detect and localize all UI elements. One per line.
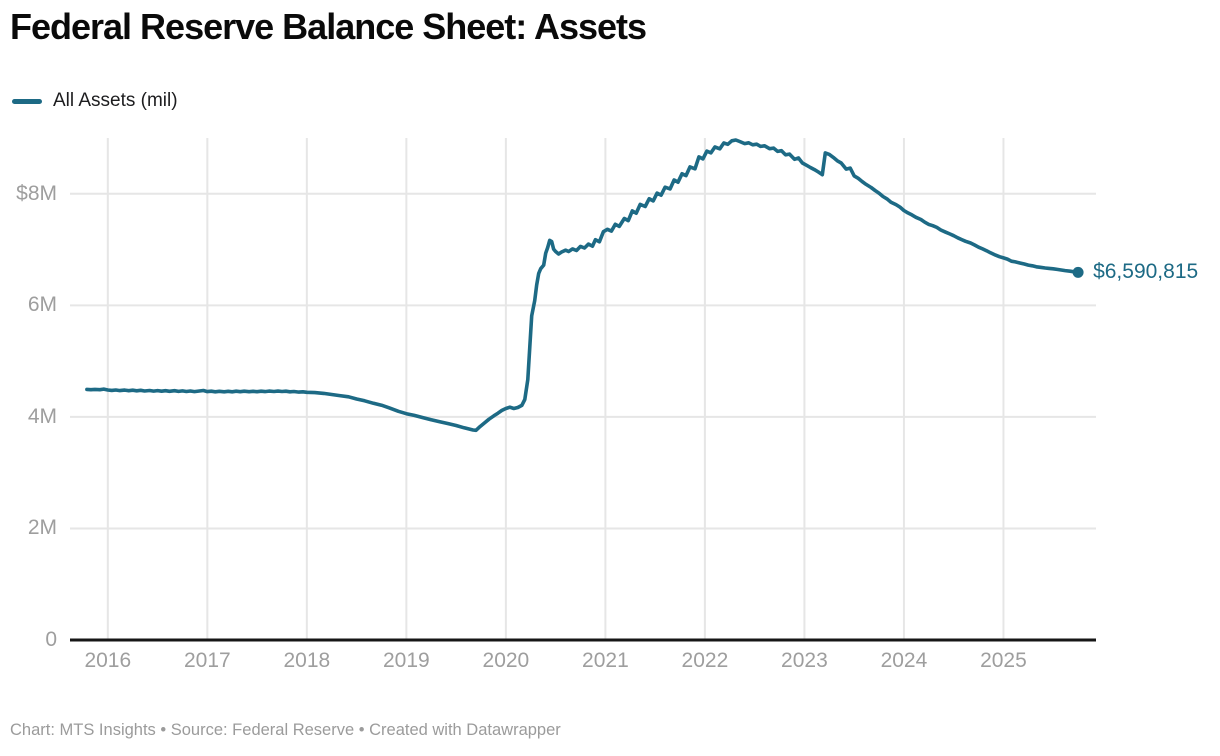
- x-axis-tick-label: 2023: [781, 649, 828, 672]
- legend-line-swatch-icon: [12, 98, 42, 104]
- legend-series-label: All Assets (mil): [53, 90, 178, 111]
- legend: All Assets (mil): [12, 90, 178, 112]
- attribution-footer: Chart: MTS Insights • Source: Federal Re…: [10, 721, 561, 739]
- x-axis-tick-label: 2025: [980, 649, 1027, 672]
- y-axis-tick-label: $8M: [16, 181, 57, 205]
- y-axis-tick-label: 4M: [27, 404, 57, 428]
- y-axis-tick-label: 2M: [27, 516, 57, 540]
- x-axis-tick-label: 2022: [681, 649, 729, 672]
- end-point-marker: [1072, 266, 1084, 278]
- x-axis-tick-label: 2024: [880, 649, 928, 672]
- x-axis-tick-label: 2020: [482, 649, 530, 672]
- y-axis-tick-label: 6M: [27, 293, 57, 317]
- x-axis-tick-label: 2016: [84, 649, 132, 672]
- page-title: Federal Reserve Balance Sheet: Assets: [10, 6, 647, 47]
- x-axis-tick-label: 2018: [283, 649, 331, 672]
- x-axis-tick-label: 2019: [383, 649, 430, 672]
- y-axis-tick-label: 0: [45, 628, 57, 651]
- x-axis-tick-label: 2017: [183, 649, 231, 672]
- x-axis-tick-label: 2021: [582, 649, 629, 672]
- end-value-label: $6,590,815: [1093, 260, 1199, 284]
- all-assets-line: [85, 138, 1080, 433]
